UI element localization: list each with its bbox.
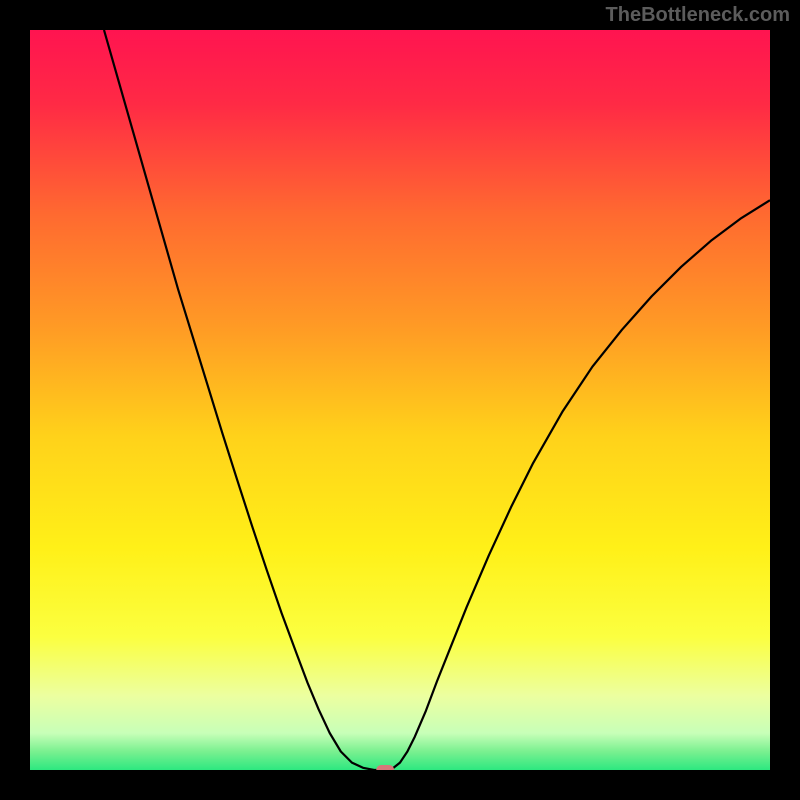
optimal-point-marker (376, 765, 394, 770)
chart-svg (30, 30, 770, 770)
bottleneck-chart (30, 30, 770, 770)
watermark-text: TheBottleneck.com (606, 4, 790, 27)
chart-background (30, 30, 770, 770)
